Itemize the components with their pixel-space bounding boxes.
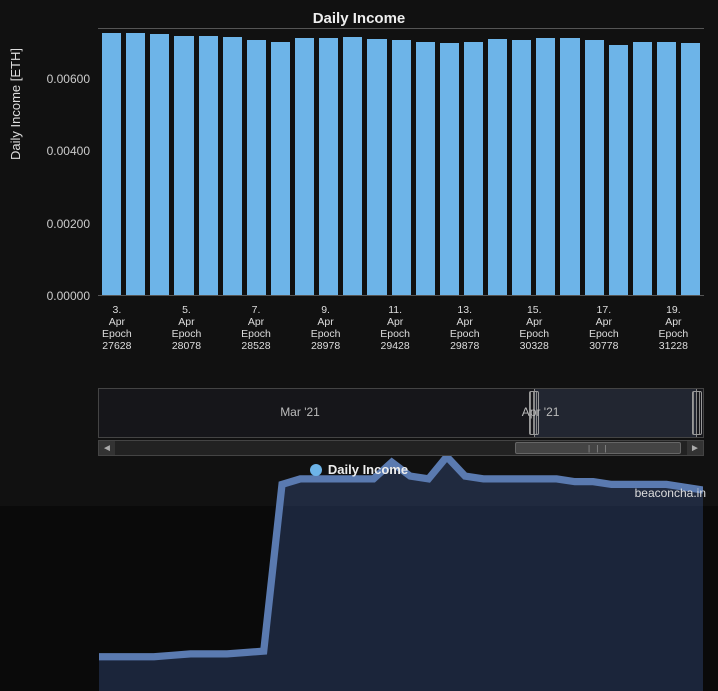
overview-month-label: Apr '21 [522,405,560,419]
x-tick-label: 9.AprEpoch28978 [311,300,341,370]
scroll-right-button[interactable]: ► [687,441,703,455]
legend: Daily Income [0,462,718,477]
scrollbar-thumb[interactable]: | | | [515,442,681,454]
bar[interactable] [150,34,169,295]
horizontal-scrollbar[interactable]: ◄ | | | ► [98,440,704,456]
bar[interactable] [488,39,507,295]
bar[interactable] [657,42,676,295]
y-tick-label: 0.00000 [47,289,90,303]
bar[interactable] [319,38,338,295]
bar[interactable] [464,42,483,295]
x-axis-labels: 3.AprEpoch276284.AprEpoch278535.AprEpoch… [98,300,704,370]
watermark: beaconcha.in [635,486,706,500]
y-axis-ticks: 0.000000.002000.004000.00600 [0,28,96,296]
x-tick-label: 13.AprEpoch29878 [450,300,480,370]
scroll-left-button[interactable]: ◄ [99,441,115,455]
bar[interactable] [512,40,531,295]
overview-month-label: Mar '21 [280,405,320,419]
x-tick-label: 5.AprEpoch28078 [172,300,202,370]
bar[interactable] [343,37,362,295]
overview-handle-right[interactable] [692,391,702,435]
bar[interactable] [416,42,435,295]
scrollbar-track[interactable]: | | | [115,441,687,455]
chart-container: Daily Income Daily Income [ETH] 0.000000… [0,0,718,506]
bar[interactable] [247,40,266,295]
bar[interactable] [271,42,290,295]
x-tick-label: 3.AprEpoch27628 [102,300,132,370]
bar[interactable] [367,39,386,295]
bar[interactable] [295,38,314,295]
bar[interactable] [102,33,121,295]
x-tick-label: 11.AprEpoch29428 [380,300,410,370]
bar[interactable] [681,43,700,295]
y-tick-label: 0.00400 [47,144,90,158]
bar[interactable] [440,43,459,295]
chart-title: Daily Income [0,10,718,27]
bar[interactable] [223,37,242,295]
bars-group [98,29,704,295]
bar[interactable] [174,36,193,295]
bar[interactable] [126,33,145,295]
bar[interactable] [609,45,628,295]
legend-label: Daily Income [328,462,408,477]
plot-area [98,28,704,296]
x-tick-label: 19.AprEpoch31228 [659,300,689,370]
legend-marker-icon [310,464,322,476]
bar[interactable] [536,38,555,295]
bar[interactable] [392,40,411,295]
bar[interactable] [633,42,652,295]
y-tick-label: 0.00200 [47,217,90,231]
bar[interactable] [560,38,579,295]
bar[interactable] [585,40,604,295]
y-tick-label: 0.00600 [47,72,90,86]
x-tick-label: 17.AprEpoch30778 [589,300,619,370]
x-tick-label: 15.AprEpoch30328 [519,300,549,370]
overview-navigator[interactable]: Mar '21 Apr '21 [98,388,704,438]
bar[interactable] [199,36,218,295]
x-tick-label: 7.AprEpoch28528 [241,300,271,370]
